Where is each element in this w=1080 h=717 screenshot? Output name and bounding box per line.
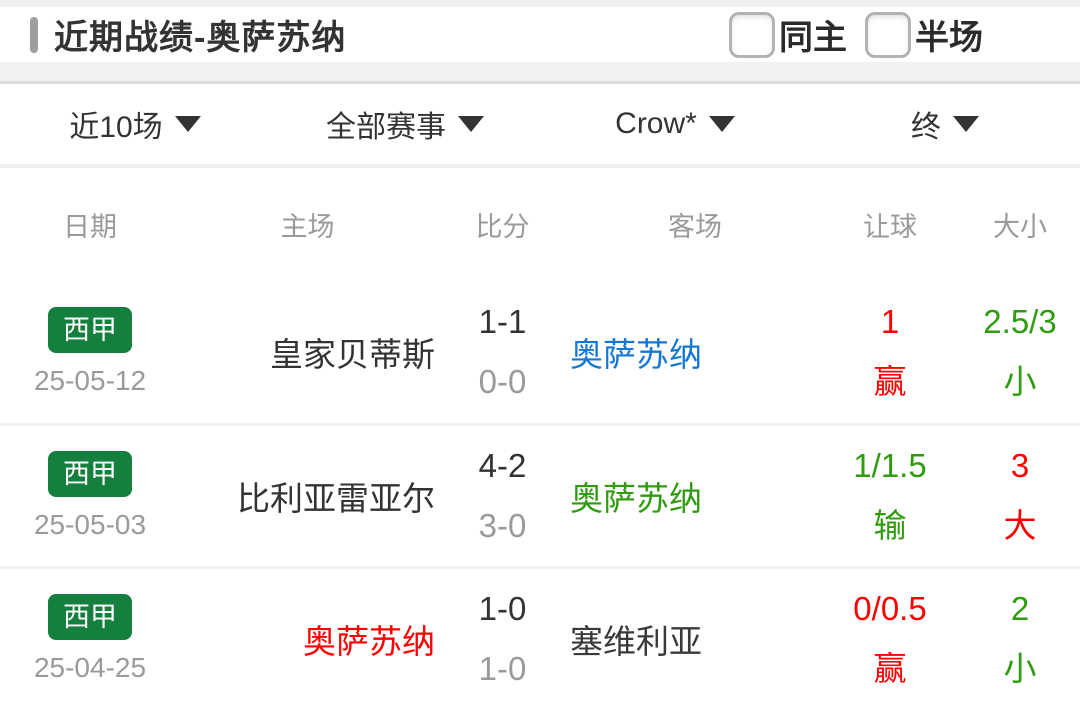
filter-bookmaker-label: Crow* <box>615 107 697 140</box>
home-team-name: 皇家贝蒂斯 <box>270 335 435 373</box>
home-team-cell: 比利亚雷亚尔 <box>180 426 435 566</box>
handicap-line: 0/0.5 <box>853 590 927 627</box>
over-under-result: 大 <box>1003 507 1037 544</box>
away-team-cell: 奥萨苏纳 <box>570 426 820 566</box>
away-team-name: 奥萨苏纳 <box>570 335 702 373</box>
half-time-checkbox[interactable] <box>865 11 911 58</box>
filter-competition-label: 全部赛事 <box>326 111 446 144</box>
filter-row: 近10场 全部赛事 Crow* 终 <box>0 84 1080 168</box>
score-cell: 4-2 3-0 <box>435 426 570 566</box>
filter-bookmaker[interactable]: Crow* <box>540 84 810 164</box>
over-under-cell: 3 大 <box>960 426 1080 566</box>
match-date: 25-05-12 <box>33 364 147 396</box>
home-team-name: 比利亚雷亚尔 <box>237 480 435 517</box>
match-date: 25-05-03 <box>33 509 147 540</box>
column-header-date: 日期 <box>63 211 117 242</box>
handicap-cell: 0/0.5 赢 <box>820 569 960 709</box>
over-under-cell: 2.5/3 小 <box>960 280 1080 423</box>
column-header-over-under: 大小 <box>993 211 1047 242</box>
match-row[interactable]: 西甲 25-05-03 比利亚雷亚尔 4-2 3-0 奥萨苏纳 1/1.5 输 … <box>0 423 1080 566</box>
over-under-line: 3 <box>1010 447 1030 484</box>
over-under-result: 小 <box>1003 650 1037 687</box>
full-time-score: 1-1 <box>478 302 527 340</box>
filter-odds-stage[interactable]: 终 <box>810 84 1080 164</box>
handicap-cell: 1 赢 <box>820 280 960 423</box>
full-time-score: 1-0 <box>478 590 527 627</box>
half-time-score: 3-0 <box>478 507 527 544</box>
same-home-label[interactable]: 同主 <box>779 19 847 57</box>
league-date-cell: 西甲 25-05-03 <box>0 426 180 566</box>
chevron-down-icon <box>953 116 979 132</box>
home-team-cell: 皇家贝蒂斯 <box>180 280 435 423</box>
same-home-checkbox[interactable] <box>729 11 775 58</box>
score-cell: 1-0 1-0 <box>435 569 570 709</box>
handicap-result: 赢 <box>873 650 907 687</box>
away-team-name: 奥萨苏纳 <box>570 480 702 517</box>
half-time-score: 1-0 <box>478 650 527 687</box>
over-under-cell: 2 小 <box>960 569 1080 709</box>
score-cell: 1-1 0-0 <box>435 280 570 423</box>
match-row[interactable]: 西甲 25-04-25 奥萨苏纳 1-0 1-0 塞维利亚 0/0.5 赢 2 … <box>0 566 1080 709</box>
table-header-row: 日期 主场 比分 客场 让球 大小 <box>0 168 1080 280</box>
column-header-away: 客场 <box>668 211 722 242</box>
chevron-down-icon <box>458 116 484 132</box>
top-edge-strip <box>0 0 1080 7</box>
section-header: 近期战绩-奥萨苏纳 同主 半场 <box>0 7 1080 62</box>
league-badge: 西甲 <box>48 451 132 497</box>
page-title: 近期战绩-奥萨苏纳 <box>54 19 347 57</box>
half-time-label[interactable]: 半场 <box>915 19 983 57</box>
handicap-cell: 1/1.5 输 <box>820 426 960 566</box>
handicap-line: 1 <box>880 302 900 340</box>
chevron-down-icon <box>708 116 735 132</box>
column-header-handicap: 让球 <box>863 211 917 242</box>
filter-recent-matches-label: 近10场 <box>69 111 163 144</box>
away-team-name: 塞维利亚 <box>570 623 702 660</box>
header-checkbox-group: 同主 半场 <box>729 10 983 59</box>
filter-odds-stage-label: 终 <box>911 111 941 144</box>
league-date-cell: 西甲 25-05-12 <box>0 280 180 423</box>
league-date-cell: 西甲 25-04-25 <box>0 569 180 709</box>
league-badge: 西甲 <box>48 594 132 640</box>
league-badge: 西甲 <box>48 306 132 353</box>
over-under-line: 2.5/3 <box>983 302 1057 340</box>
match-row[interactable]: 西甲 25-05-12 皇家贝蒂斯 1-1 0-0 奥萨苏纳 1 赢 2.5/3… <box>0 280 1080 423</box>
over-under-line: 2 <box>1010 590 1030 627</box>
filter-competition[interactable]: 全部赛事 <box>270 84 540 164</box>
home-team-cell: 奥萨苏纳 <box>180 569 435 709</box>
over-under-result: 小 <box>1003 362 1037 400</box>
section-divider-band <box>0 62 1080 84</box>
handicap-result: 赢 <box>873 362 907 400</box>
away-team-cell: 奥萨苏纳 <box>570 280 820 423</box>
chevron-down-icon <box>174 116 201 132</box>
handicap-line: 1/1.5 <box>853 447 927 484</box>
away-team-cell: 塞维利亚 <box>570 569 820 709</box>
half-time-score: 0-0 <box>478 362 527 400</box>
full-time-score: 4-2 <box>478 447 527 484</box>
column-header-home: 主场 <box>280 211 335 242</box>
match-date: 25-04-25 <box>33 652 147 683</box>
column-header-score: 比分 <box>475 211 530 242</box>
handicap-result: 输 <box>873 507 907 544</box>
title-accent-bar <box>30 16 38 53</box>
filter-recent-matches[interactable]: 近10场 <box>0 84 270 164</box>
home-team-name: 奥萨苏纳 <box>303 623 435 660</box>
